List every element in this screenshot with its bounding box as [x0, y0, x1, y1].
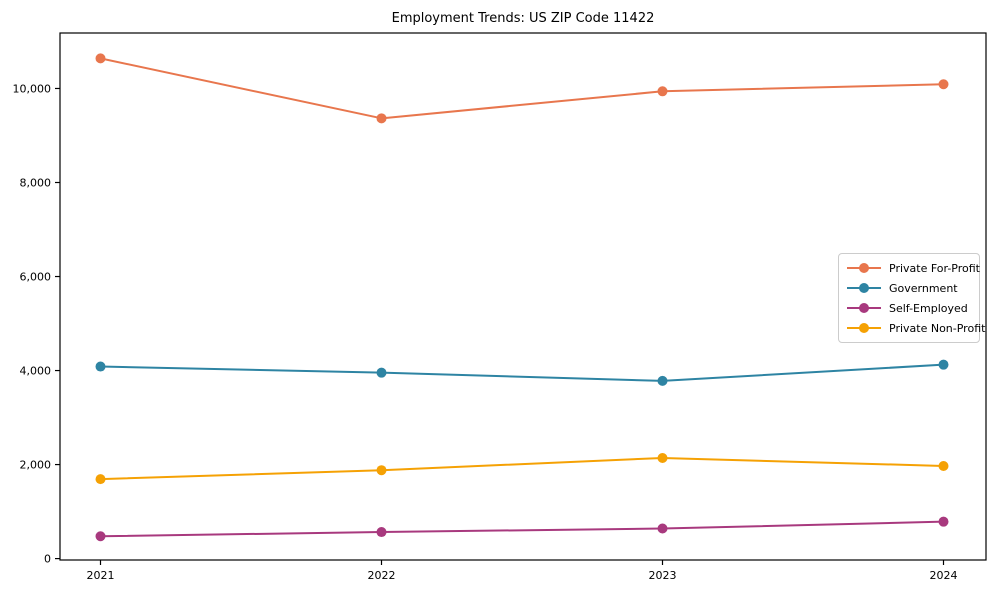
plot-border [59, 32, 987, 561]
legend-label-private-for-profit: Private For-Profit [889, 261, 980, 275]
x-axis-tick-label: 2024 [930, 569, 958, 582]
series-line-private-non-profit [99, 456, 945, 481]
y-axis-tick-label: 0 [44, 553, 51, 566]
y-axis-tick-label: 8,000 [20, 176, 52, 189]
series-marker-private-non-profit-2024 [938, 460, 949, 471]
series-marker-private-non-profit-2021 [95, 474, 106, 485]
y-axis-tick-label: 10,000 [13, 82, 52, 95]
legend-label-self-employed: Self-Employed [889, 301, 968, 315]
legend-label-government: Government [889, 281, 958, 295]
legend-item-government: Government [847, 278, 971, 298]
series-marker-self-employed-2024 [938, 516, 949, 527]
legend: Private For-Profit Government Self-Employe… [838, 253, 985, 343]
y-axis-tick-label: 2,000 [20, 459, 52, 472]
series-marker-private-for-profit-2023 [657, 86, 668, 97]
legend-line-marker-icon [847, 302, 881, 314]
series-marker-government-2024 [938, 359, 949, 370]
legend-item-self-employed: Self-Employed [847, 298, 971, 318]
series-marker-private-non-profit-2022 [376, 465, 387, 476]
series-line-government [99, 363, 945, 382]
legend-line-marker-icon [847, 322, 881, 334]
legend-item-private-for-profit: Private For-Profit [847, 258, 980, 278]
y-axis-tick-label: 4,000 [20, 365, 52, 378]
series-marker-self-employed-2021 [95, 531, 106, 542]
series-marker-government-2023 [657, 375, 668, 386]
series-marker-private-non-profit-2023 [657, 452, 668, 463]
x-axis-tick-label: 2021 [87, 569, 115, 582]
series-marker-government-2022 [376, 367, 387, 378]
legend-item-private-non-profit: Private Non-Profit [847, 318, 985, 338]
series-marker-private-for-profit-2021 [95, 53, 106, 64]
y-axis-tick-label: 6,000 [20, 271, 52, 284]
series-marker-private-for-profit-2024 [938, 79, 949, 90]
series-marker-self-employed-2023 [657, 523, 668, 534]
series-marker-government-2021 [95, 361, 106, 372]
x-axis-tick-label: 2022 [368, 569, 396, 582]
chart-title: Employment Trends: US ZIP Code 11422 [391, 11, 655, 26]
legend-line-marker-icon [847, 262, 881, 274]
series-marker-self-employed-2022 [376, 527, 387, 538]
series-marker-private-for-profit-2022 [376, 113, 387, 124]
x-axis-tick-label: 2023 [649, 569, 677, 582]
series-line-private-for-profit [99, 57, 945, 120]
series-line-self-employed [99, 520, 945, 538]
legend-line-marker-icon [847, 282, 881, 294]
legend-label-private-non-profit: Private Non-Profit [889, 321, 986, 335]
